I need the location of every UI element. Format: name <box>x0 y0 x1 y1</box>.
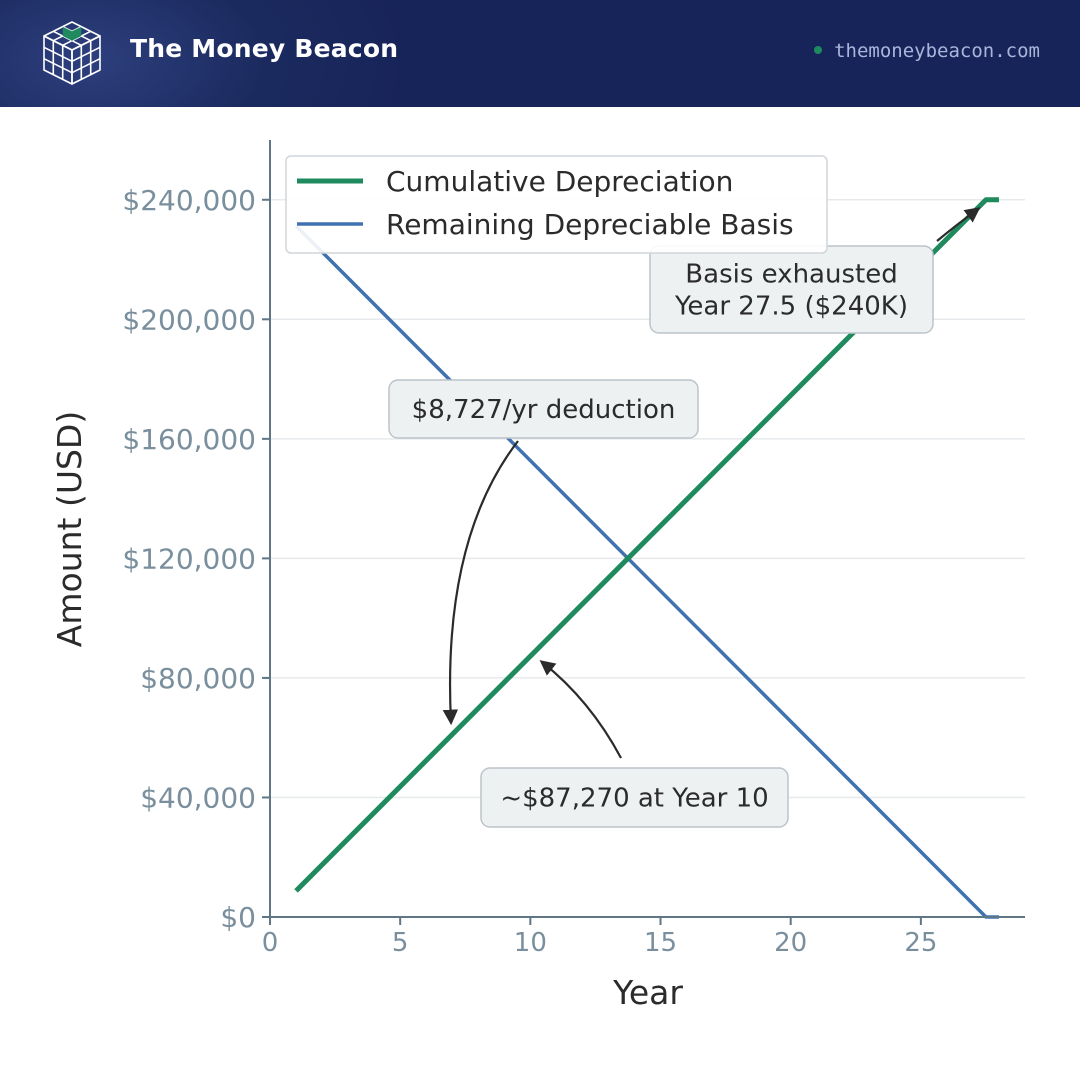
tick-labels: $0 $40,000 $80,000 $120,000 $160,000 $200,000… <box>122 184 937 958</box>
y-tick-label-4: $160,000 <box>122 423 256 456</box>
y-axis-title: Amount (USD) <box>50 411 89 647</box>
annotation-arrow-2 <box>539 660 622 759</box>
cube-grid-logo-icon <box>43 21 101 85</box>
legend-label-1: Remaining Depreciable Basis <box>386 208 794 241</box>
annotation-text-0-0: Basis exhausted <box>685 260 897 290</box>
legend-box <box>285 155 828 254</box>
logo-accent-cube <box>62 26 82 41</box>
header-banner: The Money Beacon themoneybeacon.com <box>0 0 1080 107</box>
site-url-text: themoneybeacon.com <box>834 40 1040 62</box>
x-tick-label-5: 25 <box>904 928 937 958</box>
annotation-box-1 <box>388 379 699 439</box>
y-tick-label-1: $40,000 <box>140 781 256 814</box>
y-tick-label-3: $120,000 <box>122 542 256 575</box>
y-tick-label-2: $80,000 <box>140 662 256 695</box>
legend-label-0: Cumulative Depreciation <box>386 165 733 198</box>
y-tick-label-6: $240,000 <box>122 184 256 217</box>
annotation-arrow-0 <box>936 207 981 242</box>
x-tick-label-3: 15 <box>644 928 677 958</box>
legend: Cumulative Depreciation Remaining Depreci… <box>285 155 828 254</box>
y-tick-label-5: $200,000 <box>122 303 256 336</box>
x-tick-label-2: 10 <box>514 928 547 958</box>
annotation-text-1-0: $8,727/yr deduction <box>412 395 676 425</box>
x-axis-title: Year <box>612 973 683 1012</box>
annotation-box-2 <box>480 767 789 828</box>
annotation-text-2-0: ~$87,270 at Year 10 <box>500 784 768 814</box>
x-tick-label-4: 20 <box>774 928 807 958</box>
brand-name: The Money Beacon <box>130 34 399 63</box>
annotation-text-0-1: Year 27.5 ($240K) <box>674 292 908 322</box>
site-url[interactable]: themoneybeacon.com <box>814 40 1040 62</box>
x-tick-label-1: 5 <box>392 928 409 958</box>
status-dot-icon <box>814 45 823 54</box>
y-tick-label-0: $0 <box>220 901 256 934</box>
series-line-0 <box>294 197 999 893</box>
annotation-arrow-1 <box>442 440 519 726</box>
axes <box>269 140 1025 918</box>
x-tick-label-0: 0 <box>262 928 279 958</box>
